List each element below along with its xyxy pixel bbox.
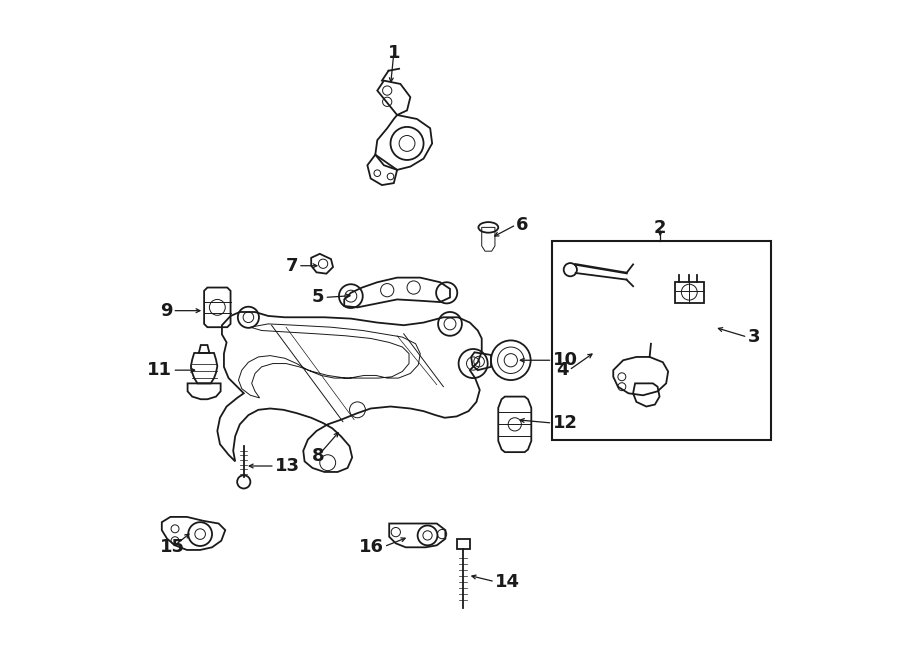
Text: 5: 5 — [312, 288, 324, 307]
Bar — [456, 539, 470, 549]
Text: 1: 1 — [388, 44, 400, 62]
Text: 13: 13 — [274, 457, 300, 475]
Text: 12: 12 — [553, 414, 578, 432]
Text: 6: 6 — [516, 215, 528, 234]
Bar — [553, 241, 770, 440]
Text: 16: 16 — [359, 537, 384, 556]
Text: 11: 11 — [148, 361, 173, 379]
Text: 10: 10 — [553, 351, 578, 369]
Text: 15: 15 — [160, 538, 184, 557]
Text: 9: 9 — [160, 301, 173, 320]
Text: 2: 2 — [654, 219, 666, 237]
Text: 4: 4 — [556, 361, 569, 379]
Text: 3: 3 — [747, 328, 760, 346]
Text: 14: 14 — [495, 572, 520, 591]
Text: 8: 8 — [311, 447, 324, 465]
Text: 7: 7 — [285, 256, 298, 275]
